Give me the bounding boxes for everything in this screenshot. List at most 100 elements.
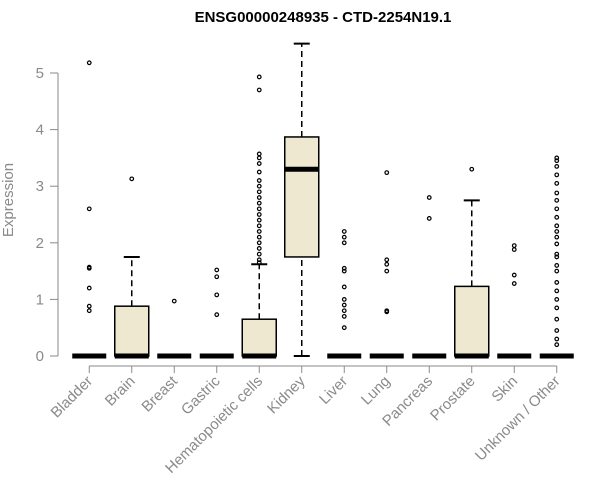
outlier-point <box>256 257 262 263</box>
outlier-point <box>214 274 220 280</box>
x-tick-label: Breast <box>138 372 181 415</box>
outlier-point <box>554 241 560 247</box>
outlier-point <box>554 342 560 348</box>
y-tick-label: 0 <box>36 348 44 365</box>
outlier-point <box>256 229 262 234</box>
outlier-point <box>554 263 560 268</box>
box-skin <box>497 243 532 359</box>
outlier-point <box>554 197 560 203</box>
outlier-point <box>384 257 390 263</box>
y-tick-label: 4 <box>36 122 44 139</box>
box-kidney <box>284 42 320 357</box>
outlier-point <box>256 155 262 161</box>
outlier-point <box>214 292 220 298</box>
outlier-point <box>554 251 560 257</box>
outlier-point <box>341 268 347 274</box>
box-brain <box>114 176 150 359</box>
outlier-point <box>511 247 517 252</box>
outlier-point <box>511 281 517 286</box>
box-iqr <box>114 305 150 357</box>
outlier-point <box>256 260 262 266</box>
outlier-point <box>554 190 560 196</box>
y-axis: 0 1 2 3 4 5 <box>36 65 59 365</box>
outlier-point <box>341 234 347 240</box>
outlier-point <box>86 303 92 309</box>
y-tick-label: 2 <box>36 235 44 252</box>
outlier-point <box>554 223 560 229</box>
outlier-point <box>256 183 262 189</box>
outlier-point <box>256 195 262 200</box>
x-tick-label: Liver <box>316 373 351 408</box>
outlier-point <box>554 172 560 178</box>
outlier-point <box>129 176 135 182</box>
y-axis-label: Expression <box>0 163 17 237</box>
outlier-point <box>86 285 92 291</box>
outlier-point <box>384 268 390 274</box>
chart-title: ENSG00000248935 - CTD-2254N19.1 <box>195 9 452 26</box>
x-tick-label: Bladder <box>47 373 96 422</box>
box-iqr <box>284 136 320 258</box>
outlier-point <box>256 212 262 217</box>
box-lung <box>369 170 404 359</box>
box-series <box>72 42 574 359</box>
outlier-point <box>341 297 347 302</box>
outlier-point <box>256 189 262 195</box>
outlier-point <box>554 234 560 240</box>
outlier-point <box>256 234 262 240</box>
x-tick-label: Brain <box>102 373 139 410</box>
x-tick-label: Prostate <box>427 373 479 425</box>
outlier-point <box>256 74 262 80</box>
outlier-point <box>214 312 220 318</box>
box-bladder <box>72 60 107 359</box>
outlier-point <box>554 328 560 333</box>
outlier-point <box>256 251 262 257</box>
outlier-point <box>554 280 560 285</box>
outlier-point <box>341 265 347 271</box>
outlier-point <box>554 316 560 322</box>
outlier-point <box>341 302 347 308</box>
box-pancreas <box>412 195 447 359</box>
outlier-point <box>256 246 262 251</box>
outlier-point <box>384 261 390 267</box>
outlier-point <box>171 298 177 304</box>
outlier-point <box>256 217 262 223</box>
box-prostate <box>454 166 490 359</box>
outlier-point <box>341 284 347 290</box>
y-tick-label: 1 <box>36 291 44 308</box>
outlier-point <box>256 206 262 212</box>
box-unknown-other <box>539 155 574 359</box>
outlier-point <box>256 161 262 166</box>
box-hematopoietic-cells <box>241 74 277 359</box>
outlier-point <box>341 325 347 331</box>
outlier-point <box>554 268 560 274</box>
outlier-point <box>384 170 390 176</box>
box-gastric <box>199 267 234 359</box>
box-breast <box>157 298 192 359</box>
outlier-point <box>86 206 92 212</box>
outlier-point <box>426 195 432 200</box>
outlier-point <box>554 288 560 294</box>
outlier-point <box>554 254 560 260</box>
outlier-point <box>256 178 262 183</box>
outlier-point <box>341 240 347 246</box>
outlier-point <box>341 313 347 319</box>
x-tick-label: Kidney <box>264 372 309 417</box>
outlier-point <box>256 151 262 157</box>
outlier-point <box>256 240 262 246</box>
outlier-point <box>554 155 560 161</box>
outlier-point <box>214 267 220 273</box>
outlier-point <box>86 308 92 314</box>
outlier-point <box>554 180 560 186</box>
outlier-point <box>554 214 560 220</box>
outlier-point <box>554 336 560 342</box>
outlier-point <box>554 229 560 234</box>
outlier-point <box>256 223 262 229</box>
box-iqr <box>454 285 490 357</box>
outlier-point <box>554 158 560 164</box>
x-tick-label: Skin <box>488 373 521 406</box>
y-tick-label: 3 <box>36 178 44 195</box>
outlier-point <box>86 60 92 66</box>
outlier-point <box>86 265 92 271</box>
